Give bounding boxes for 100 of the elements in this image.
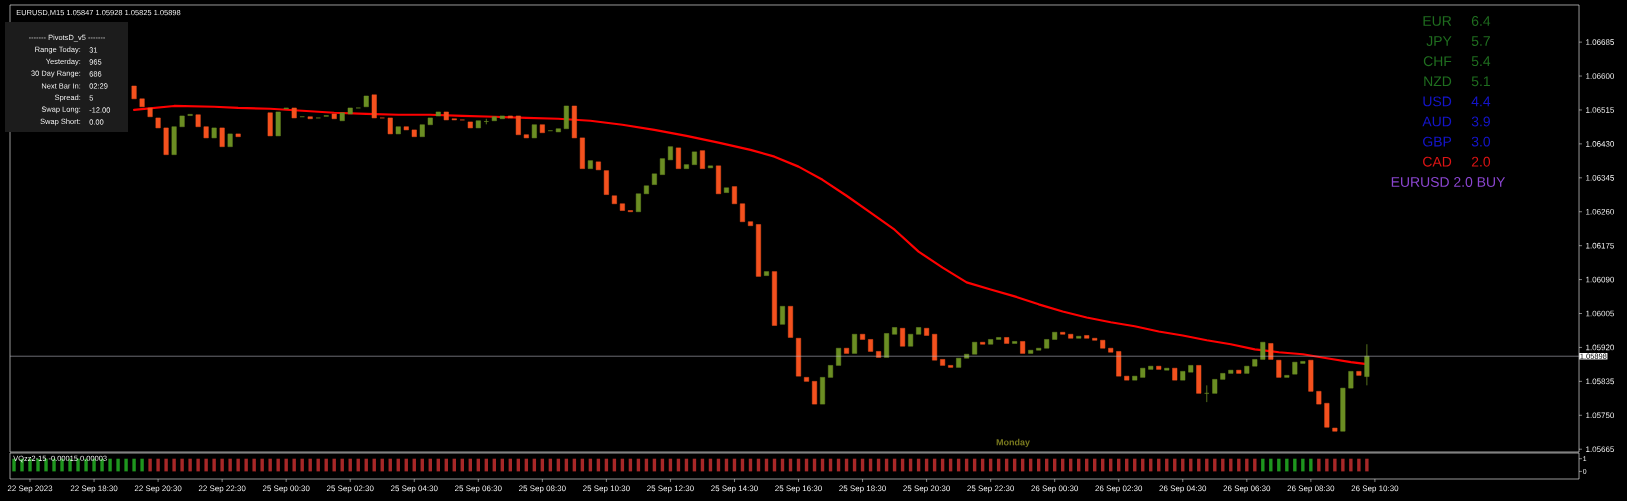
candlestick: [844, 347, 850, 354]
annotation: EURUSD 2.0 BUY: [1391, 177, 1506, 187]
candlestick: [451, 118, 457, 121]
candlestick: [171, 126, 177, 155]
candlestick: [395, 126, 401, 135]
candlestick: [1188, 365, 1194, 373]
candlestick: [131, 85, 137, 100]
candlestick: [1252, 359, 1258, 367]
candlestick: [467, 121, 473, 129]
annotation: 2.0: [1471, 156, 1491, 167]
candlestick: [435, 111, 441, 117]
candlestick: [1116, 351, 1122, 377]
candlestick: [1364, 343, 1370, 386]
candlestick: [1180, 371, 1186, 381]
candlestick: [491, 116, 497, 121]
candlestick: [860, 334, 866, 340]
candlestick: [699, 150, 705, 169]
candlestick: [219, 127, 225, 147]
candlestick: [651, 173, 657, 185]
annotation: 5.1: [1471, 76, 1490, 87]
candlestick: [235, 133, 241, 137]
candlestick: [531, 124, 537, 139]
candlestick: [1036, 347, 1042, 351]
candlestick: [603, 170, 609, 195]
candlestick: [339, 112, 345, 121]
candlestick: [948, 365, 954, 368]
candlestick: [1308, 359, 1314, 392]
annotation: GBP: [1423, 136, 1452, 147]
candlestick: [836, 347, 842, 366]
candlestick: [1068, 334, 1074, 339]
candlestick: [179, 115, 185, 127]
candlestick: [1316, 391, 1322, 405]
candlestick: [1140, 367, 1146, 378]
candlestick: [1196, 365, 1202, 394]
candlestick: [227, 133, 233, 147]
candlestick: [667, 146, 673, 161]
candlestick: [267, 112, 273, 137]
candlestick: [780, 306, 785, 325]
candlestick: [908, 334, 914, 347]
candlestick: [571, 105, 577, 139]
candlestick: [499, 115, 505, 119]
candlestick: [868, 339, 874, 352]
candlestick: [1108, 347, 1114, 353]
candlestick: [1092, 338, 1098, 341]
candlestick: [940, 359, 946, 366]
candlestick: [1228, 369, 1234, 374]
candlestick: [1292, 361, 1298, 375]
candlestick: [956, 357, 962, 368]
annotation: EUR: [1423, 16, 1452, 26]
candlestick: [411, 129, 417, 137]
candlestick: [635, 193, 641, 212]
candlestick: [828, 365, 834, 378]
candlestick: [659, 158, 665, 175]
candlestick: [924, 328, 930, 336]
candlestick: [1012, 341, 1018, 344]
candlestick: [820, 377, 826, 405]
candlestick: [283, 107, 289, 110]
candlestick: [155, 117, 161, 129]
candlestick: [1100, 340, 1106, 349]
candlestick: [1268, 343, 1274, 360]
candlestick: [707, 165, 713, 169]
candlestick: [387, 117, 393, 135]
candlestick: [403, 126, 409, 131]
candlestick: [539, 124, 545, 133]
candlestick: [1156, 365, 1162, 370]
annotation: JPY: [1426, 36, 1452, 46]
annotation: Monday: [996, 438, 1030, 448]
annotation: 5.4: [1471, 56, 1491, 67]
candlestick: [1356, 371, 1362, 376]
candlestick: [1260, 341, 1266, 360]
annotation: USD: [1423, 96, 1452, 107]
candlestick: [211, 127, 217, 139]
candlestick: [1244, 365, 1250, 374]
candlestick: [796, 338, 801, 377]
annotation: 3.9: [1471, 116, 1490, 127]
candlestick: [1044, 339, 1050, 349]
annotation: CHF: [1423, 56, 1452, 67]
candlestick: [804, 377, 810, 382]
candlestick: [788, 306, 793, 338]
candlestick: [371, 94, 377, 119]
candlestick: [307, 116, 313, 119]
candlestick: [1284, 375, 1290, 378]
candlestick: [483, 118, 489, 125]
candlestick: [419, 124, 425, 137]
candlestick: [507, 115, 513, 119]
candlestick: [1084, 335, 1090, 339]
candlestick: [1220, 373, 1226, 380]
candlestick: [980, 341, 986, 345]
candlestick: [1204, 384, 1210, 403]
candlestick: [892, 327, 898, 335]
candlestick: [555, 128, 561, 133]
candlestick: [1028, 349, 1034, 354]
candlestick: [1212, 379, 1218, 394]
candlestick: [579, 137, 585, 169]
candlestick: [1052, 332, 1058, 340]
candlestick: [595, 161, 601, 171]
candlestick: [291, 107, 297, 119]
candlestick: [587, 160, 593, 169]
annotation: NZD: [1424, 76, 1452, 87]
candlestick: [1148, 365, 1154, 370]
